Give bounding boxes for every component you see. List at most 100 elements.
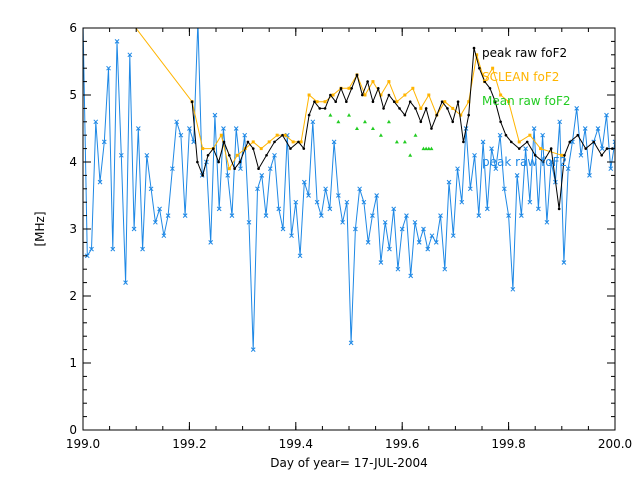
- data-point: [421, 146, 426, 151]
- data-point: [499, 93, 503, 97]
- data-point: [399, 226, 405, 232]
- data-point: [365, 240, 371, 245]
- data-point: [412, 219, 418, 225]
- data-point: [608, 166, 614, 172]
- data-point: [411, 86, 415, 90]
- data-point: [228, 154, 231, 157]
- legend-entry-peak-raw-fof2-blue: peak raw foF2: [482, 155, 567, 169]
- data-point: [257, 167, 260, 170]
- x-tick-label: 199.0: [66, 437, 100, 451]
- data-point: [208, 240, 214, 245]
- data-point: [494, 100, 497, 103]
- data-point: [374, 193, 380, 198]
- data-point: [493, 166, 499, 172]
- data-point: [255, 186, 260, 192]
- data-point: [523, 146, 528, 151]
- data-point: [297, 140, 300, 144]
- data-point: [544, 219, 550, 225]
- data-point: [517, 147, 521, 150]
- data-point: [451, 106, 455, 110]
- data-point: [334, 100, 338, 103]
- data-point: [408, 273, 414, 279]
- x-axis-title: Day of year= 17-JUL-2004: [270, 456, 427, 470]
- data-point: [443, 100, 447, 104]
- data-point: [251, 147, 255, 150]
- y-tick-label: 3: [69, 222, 77, 236]
- data-point: [483, 80, 486, 83]
- data-point: [467, 186, 473, 192]
- data-point: [140, 246, 145, 252]
- data-point: [246, 140, 250, 144]
- data-point: [327, 206, 333, 212]
- data-point: [462, 140, 465, 144]
- legend-entry-mean-raw-fof2: Mean raw foF2: [482, 94, 571, 108]
- data-point: [509, 140, 513, 144]
- series-peak-raw-fof2-3: [83, 28, 615, 352]
- data-point: [450, 233, 456, 239]
- data-point: [440, 100, 444, 103]
- data-point: [403, 113, 407, 117]
- data-point: [307, 113, 311, 117]
- data-point: [506, 213, 511, 218]
- data-point: [340, 219, 345, 225]
- data-point: [350, 87, 353, 90]
- data-point: [582, 126, 588, 131]
- data-point: [371, 80, 375, 84]
- data-point: [123, 280, 128, 285]
- data-point: [212, 147, 215, 150]
- data-point: [251, 140, 255, 144]
- data-point: [382, 107, 385, 110]
- data-point: [233, 167, 236, 170]
- data-point: [339, 87, 343, 90]
- data-point: [416, 240, 422, 245]
- data-point: [414, 107, 417, 110]
- data-point: [219, 133, 223, 137]
- data-point: [187, 126, 192, 131]
- data-point: [507, 100, 511, 104]
- data-point: [318, 213, 324, 218]
- data-point: [371, 100, 375, 103]
- data-point: [472, 46, 476, 50]
- data-point: [246, 219, 252, 225]
- data-point: [484, 206, 490, 212]
- data-point: [600, 154, 603, 157]
- data-point: [429, 233, 435, 239]
- data-point: [345, 100, 348, 103]
- data-point: [425, 246, 431, 252]
- data-point: [467, 100, 471, 104]
- data-point: [313, 100, 316, 103]
- data-point: [84, 253, 90, 259]
- data-point: [419, 120, 423, 124]
- data-point: [446, 107, 449, 110]
- data-point: [97, 179, 103, 185]
- data-point: [217, 160, 220, 164]
- data-point: [344, 199, 350, 205]
- data-point: [216, 206, 222, 212]
- data-point: [238, 166, 243, 172]
- data-point: [587, 173, 592, 178]
- data-point: [476, 213, 482, 218]
- data-point: [426, 146, 431, 151]
- data-point: [191, 139, 197, 145]
- data-point: [272, 152, 277, 158]
- data-point: [475, 53, 479, 57]
- data-point: [206, 154, 210, 157]
- y-tick-label: 5: [69, 88, 77, 102]
- data-point: [148, 186, 154, 192]
- data-point: [565, 166, 571, 172]
- data-point: [421, 226, 426, 232]
- data-point: [310, 119, 316, 125]
- data-point: [362, 119, 367, 124]
- legend-entry-peak-raw-fof2: peak raw foF2: [482, 46, 567, 60]
- x-tick-label: 199.6: [385, 437, 419, 451]
- data-point: [408, 153, 413, 157]
- data-point: [527, 199, 533, 205]
- data-point: [540, 132, 546, 138]
- data-point: [435, 113, 439, 117]
- data-point: [514, 173, 520, 178]
- data-point: [539, 147, 543, 151]
- data-point: [267, 140, 271, 144]
- data-point: [178, 132, 184, 138]
- data-point: [347, 86, 351, 90]
